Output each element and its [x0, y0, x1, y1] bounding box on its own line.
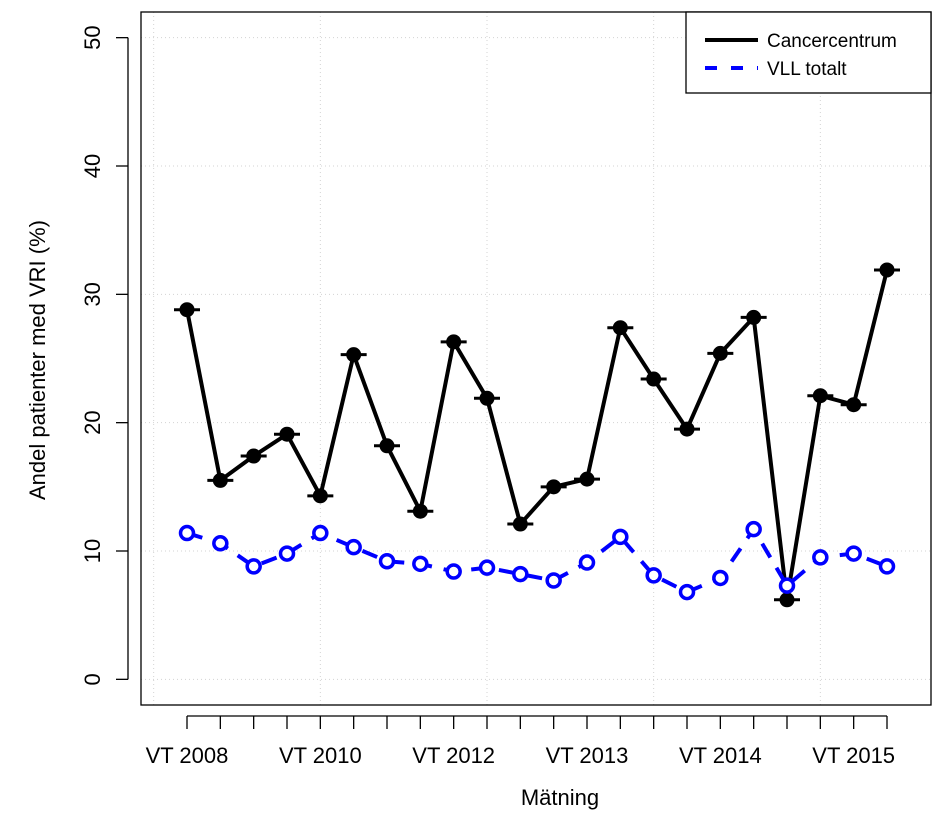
y-tick-label: 0: [80, 673, 105, 685]
legend: Cancercentrum VLL totalt: [685, 11, 932, 94]
point: [412, 555, 429, 573]
point: [545, 572, 562, 589]
point: [778, 577, 796, 594]
point: [512, 565, 529, 583]
series-line: [185, 269, 889, 601]
point: [678, 583, 696, 601]
point: [478, 559, 496, 576]
point: [245, 558, 262, 575]
x-tick-label: VT 2014: [679, 743, 762, 768]
point: [645, 567, 662, 584]
y-tick-label: 30: [80, 282, 105, 306]
point: [612, 528, 629, 546]
point: [845, 545, 862, 562]
y-axis-label: Andel patienter med VRI (%): [25, 220, 50, 500]
x-tick-label: VT 2013: [546, 743, 629, 768]
y-tick-label: 20: [80, 410, 105, 434]
point: [445, 563, 462, 580]
point: [712, 569, 729, 587]
legend-label: Cancercentrum: [767, 31, 897, 52]
y-tick-label: 50: [80, 25, 105, 49]
legend-box: [685, 11, 932, 94]
y-tick-label: 40: [80, 154, 105, 178]
x-axis-label: Mätning: [521, 785, 599, 810]
point: [278, 545, 296, 562]
point: [812, 549, 829, 566]
point: [578, 554, 596, 571]
point: [745, 520, 762, 538]
x-tick-label: VT 2015: [812, 743, 895, 768]
point: [378, 553, 396, 570]
point: [212, 535, 229, 552]
legend-label: VLL totalt: [767, 59, 847, 80]
x-tick-label: VT 2008: [146, 743, 229, 768]
plot-frame: [140, 11, 932, 706]
point: [178, 524, 196, 542]
series-line: [186, 525, 888, 595]
y-tick-label: 10: [80, 539, 105, 563]
point: [878, 558, 896, 575]
point: [312, 524, 329, 542]
point: [345, 538, 362, 556]
x-tick-label: VT 2010: [279, 743, 362, 768]
x-tick-label: VT 2012: [412, 743, 495, 768]
